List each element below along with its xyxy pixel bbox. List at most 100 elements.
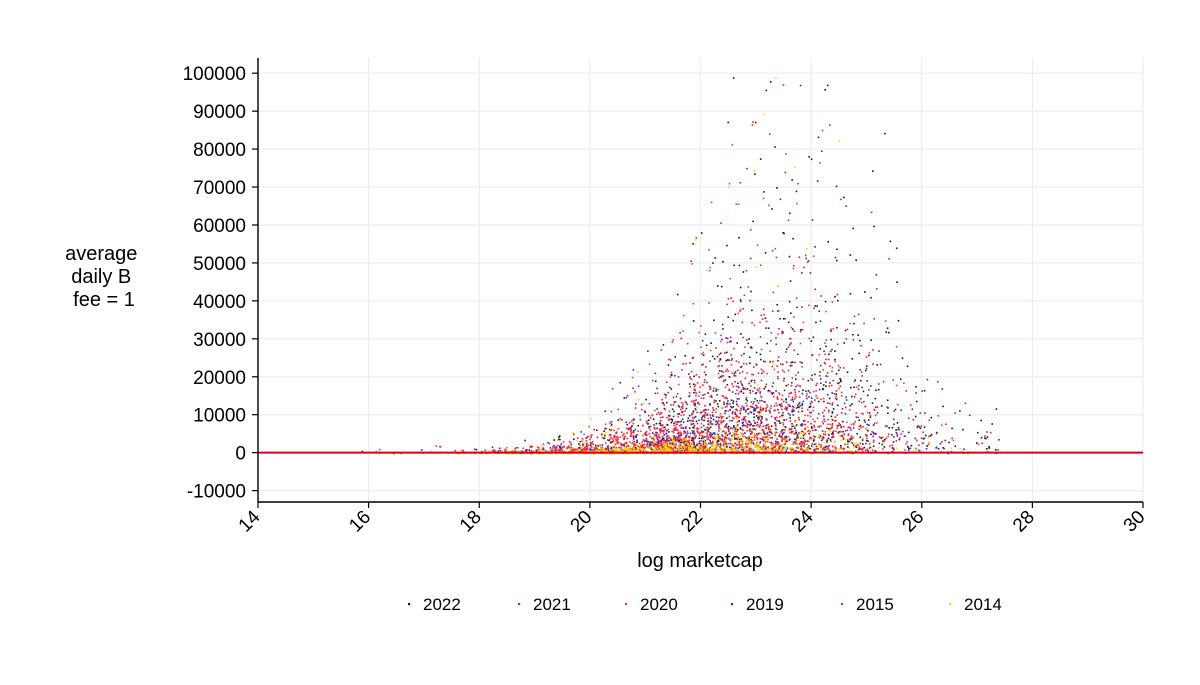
data-point (570, 450, 573, 452)
data-point (759, 321, 761, 324)
data-point (876, 288, 878, 290)
data-point (704, 427, 706, 430)
data-point (686, 434, 688, 436)
data-point (677, 440, 680, 443)
data-point (712, 432, 715, 434)
data-point (662, 448, 665, 450)
data-point (742, 423, 745, 426)
data-point (919, 412, 922, 414)
data-point (640, 444, 642, 447)
data-point (766, 372, 768, 375)
data-point (730, 297, 732, 299)
data-point (907, 446, 909, 448)
data-point (781, 405, 783, 408)
data-point (764, 446, 767, 449)
data-point (732, 300, 734, 303)
data-point (721, 448, 723, 451)
data-point (783, 232, 785, 235)
data-point (817, 136, 820, 139)
data-point (670, 439, 673, 441)
data-point (772, 392, 775, 394)
x-tick-label: 24 (788, 506, 818, 536)
data-point (698, 391, 701, 393)
data-point (579, 440, 581, 443)
data-point (798, 390, 800, 393)
data-point (688, 395, 690, 398)
data-point (838, 422, 841, 425)
data-point (649, 435, 651, 438)
data-point (777, 375, 779, 378)
data-point (767, 389, 770, 392)
data-point (667, 364, 670, 366)
data-point (749, 429, 751, 432)
data-point (662, 444, 665, 447)
data-point (839, 366, 841, 369)
data-point (748, 440, 751, 442)
data-point (554, 450, 556, 452)
data-point (802, 437, 805, 440)
data-point (705, 366, 707, 368)
data-point (655, 447, 657, 450)
data-point (814, 373, 816, 376)
data-point (788, 255, 791, 258)
data-point (608, 434, 611, 436)
data-point (868, 389, 870, 391)
data-point (807, 379, 810, 382)
data-point (744, 445, 747, 448)
data-point (783, 445, 786, 447)
data-point (928, 442, 930, 444)
data-point (730, 359, 733, 361)
data-point (658, 434, 660, 436)
data-point (736, 403, 738, 406)
data-point (733, 372, 736, 375)
data-point (715, 440, 717, 442)
data-point (740, 300, 742, 303)
data-point (654, 444, 657, 447)
data-point (656, 427, 659, 430)
data-point (781, 440, 783, 442)
data-point (810, 158, 813, 161)
data-point (802, 441, 804, 443)
data-point (706, 449, 709, 451)
data-point (647, 350, 649, 352)
data-point (734, 313, 737, 316)
data-point (768, 434, 771, 436)
data-point (664, 396, 667, 399)
data-point (581, 438, 584, 440)
legend-item-2015: 2015 (841, 595, 894, 614)
data-point (721, 438, 724, 440)
data-point (619, 443, 622, 445)
data-point (721, 407, 724, 409)
data-point (781, 330, 784, 333)
data-point (693, 388, 695, 391)
data-point (715, 443, 718, 446)
data-point (825, 358, 827, 361)
legend-item-2014: 2014 (949, 595, 1002, 614)
data-point (574, 450, 576, 452)
data-point (853, 446, 856, 449)
data-point (862, 413, 864, 415)
data-point (766, 432, 769, 434)
data-point (916, 426, 918, 429)
data-point (627, 428, 630, 431)
data-point (730, 447, 733, 450)
data-point (822, 436, 824, 438)
data-point (701, 410, 704, 413)
data-point (742, 435, 744, 437)
data-point (835, 448, 837, 450)
data-point (779, 416, 781, 418)
data-point (645, 439, 648, 441)
data-point (783, 389, 786, 392)
data-point (680, 434, 683, 436)
data-point (923, 389, 926, 392)
data-point (866, 434, 868, 437)
data-point (792, 409, 795, 412)
data-point (682, 421, 685, 423)
data-point (679, 332, 681, 334)
data-point (755, 415, 758, 417)
data-point (821, 150, 823, 152)
data-point (759, 415, 762, 417)
data-point (783, 443, 785, 445)
data-point (821, 420, 824, 423)
data-point (743, 362, 745, 365)
